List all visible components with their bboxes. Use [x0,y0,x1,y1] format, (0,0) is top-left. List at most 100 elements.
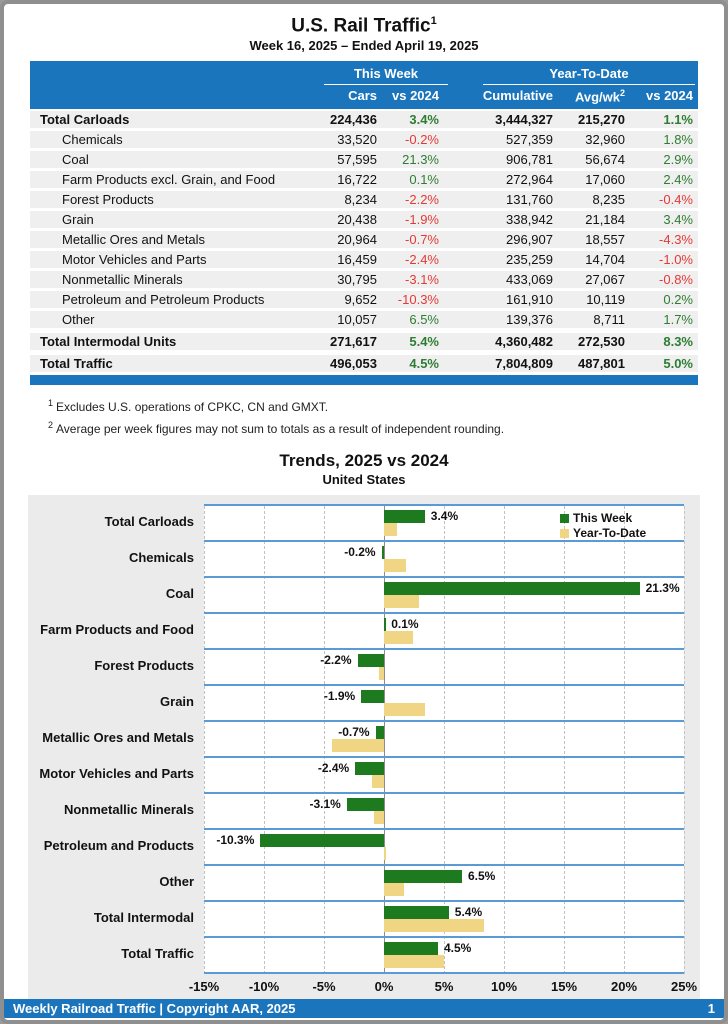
footnote: 1 Excludes U.S. operations of CPKC, CN an… [48,394,724,416]
page-title: U.S. Rail Traffic1 [4,10,724,37]
x-axis-tick-label: -5% [312,978,336,994]
table-row: Total Carloads 224,436 3.4% 3,444,327 215,27… [30,110,698,128]
chart-category-label: Other [159,873,194,889]
this-week-bar [346,797,384,811]
avgwk-value: 14,704 [585,251,625,267]
chart-title: Trends, 2025 vs 2024 [279,450,449,470]
footnote-text: Average per week figures may not sum to … [56,421,505,436]
bar-value-label: 6.5% [468,868,496,883]
cumulative-value: 161,910 [506,291,553,307]
group-header-this-week: This Week [324,66,448,86]
avgwk-value: 10,119 [586,291,625,307]
bar-value-label: 0.1% [391,616,419,631]
x-axis-tick-label: 10% [490,978,518,994]
chart-category-band: -0.2% [204,542,684,578]
vs2024-ytd-value: 1.7% [663,311,693,327]
this-week-bar [384,941,438,955]
cumulative-value: 7,804,809 [495,355,553,371]
bar-value-label: 5.4% [454,904,483,919]
avgwk-value: 215,270 [578,111,625,127]
bar-value-label: -2.4% [317,760,350,775]
avgwk-value: 21,184 [585,211,625,227]
x-axis-tick-label: 25% [670,978,698,994]
rail-traffic-table: This Week Year-To-Date Cars vs 2024 Cumu… [30,61,698,372]
chart-category-band: -2.4% [204,758,684,794]
avgwk-value: 487,801 [578,355,625,371]
vs2024-ytd-value: 0.2% [663,291,693,307]
avgwk-label: Avg/wk [574,89,620,105]
vs2024-week-value: 4.5% [409,355,439,371]
column-header-spacer [30,88,276,104]
vs2024-ytd-value: -0.8% [659,271,693,287]
this-week-bar [384,509,425,523]
footnote-marker: 2 [48,419,54,430]
bar-value-label: 21.3% [645,580,680,595]
x-axis-tick-label: 15% [550,978,578,994]
vs2024-week-value: 5.4% [409,333,439,349]
this-week-bar [375,725,384,739]
x-axis-tick-label: 20% [610,978,638,994]
bar-value-label: -2.2% [320,652,352,667]
legend-swatch-icon [560,513,569,523]
x-axis-tick-label: 0% [374,978,394,994]
cars-value: 30,795 [337,271,377,287]
cumulative-value: 906,781 [506,151,553,167]
vs2024-week-value: 0.1% [409,171,439,187]
this-week-bar [381,545,384,559]
table-row: Chemicals 33,520 -0.2% 527,359 32,960 1.8% [30,130,698,148]
column-header-avgwk: Avg/wk2 [558,88,630,104]
bar-value-label: -0.7% [338,724,370,739]
chart-category-band: 6.5% [204,866,684,902]
chart-category-label: Total Traffic [121,945,194,961]
vs2024-ytd-value: -4.3% [659,231,693,247]
vs2024-ytd-value: 1.1% [663,111,693,127]
footer-page-number: 1 [707,1001,715,1016]
commodity-label: Grain [62,211,94,227]
year-to-date-bar [384,630,413,644]
cumulative-value: 338,942 [506,211,553,227]
column-header-vs2024-week: vs 2024 [392,88,439,104]
commodity-label: Chemicals [62,131,123,147]
chart-category-label: Total Intermodal [93,909,194,925]
table-row: Total Traffic 496,053 4.5% 7,804,809 487,801… [30,354,698,372]
avgwk-value: 8,711 [593,311,625,327]
chart-category-label: Forest Products [94,657,194,673]
chart-category-band: -10.3% [204,830,684,866]
this-week-bar [384,869,462,883]
cars-value: 33,520 [337,131,377,147]
commodity-label: Farm Products excl. Grain, and Food [62,171,276,187]
bar-value-label: -10.3% [216,832,255,847]
vs2024-week-value: -1.9% [405,211,439,227]
this-week-bar [384,581,640,595]
chart-category-band: 3.4% [204,506,684,542]
legend-item: Year-To-Date [560,526,646,541]
vs2024-week-value: -3.1% [405,271,439,287]
this-week-bar [361,689,384,703]
legend-label: This Week [573,511,633,526]
cumulative-value: 296,907 [506,231,553,247]
chart-category-band: 5.4% [204,902,684,938]
table-row: Other 10,057 6.5% 139,376 8,711 1.7% [30,310,698,328]
cars-value: 16,459 [337,251,377,267]
chart-body: Total Carloads Chemicals Coal Farm Products… [28,503,700,974]
cumulative-value: 272,964 [506,171,553,187]
vs2024-week-value: -10.3% [397,291,439,307]
commodity-label: Metallic Ores and Metals [62,231,206,247]
year-to-date-bar [384,882,405,896]
table-row: Total Intermodal Units 271,617 5.4% 4,360,4… [30,332,698,350]
chart-category-label: Petroleum and Products [43,837,194,853]
cumulative-value: 4,360,482 [495,333,553,349]
chart-category-label: Grain [160,693,194,709]
table-row: Petroleum and Petroleum Products 9,652 -10… [30,290,698,308]
chart-subtitle: United States [322,471,406,487]
vs2024-week-value: 21.3% [402,151,439,167]
table-column-header-row: Cars vs 2024 Cumulative Avg/wk2 vs 2024 [30,88,698,104]
this-week-bar [357,653,384,667]
vs2024-week-value: 6.5% [409,311,439,327]
cars-value: 20,438 [337,211,377,227]
avgwk-value: 32,960 [585,131,625,147]
commodity-label: Nonmetallic Minerals [62,271,183,287]
cars-value: 20,964 [337,231,377,247]
column-header-cars: Cars [348,88,377,104]
table-header: This Week Year-To-Date Cars vs 2024 Cumu… [30,61,698,109]
